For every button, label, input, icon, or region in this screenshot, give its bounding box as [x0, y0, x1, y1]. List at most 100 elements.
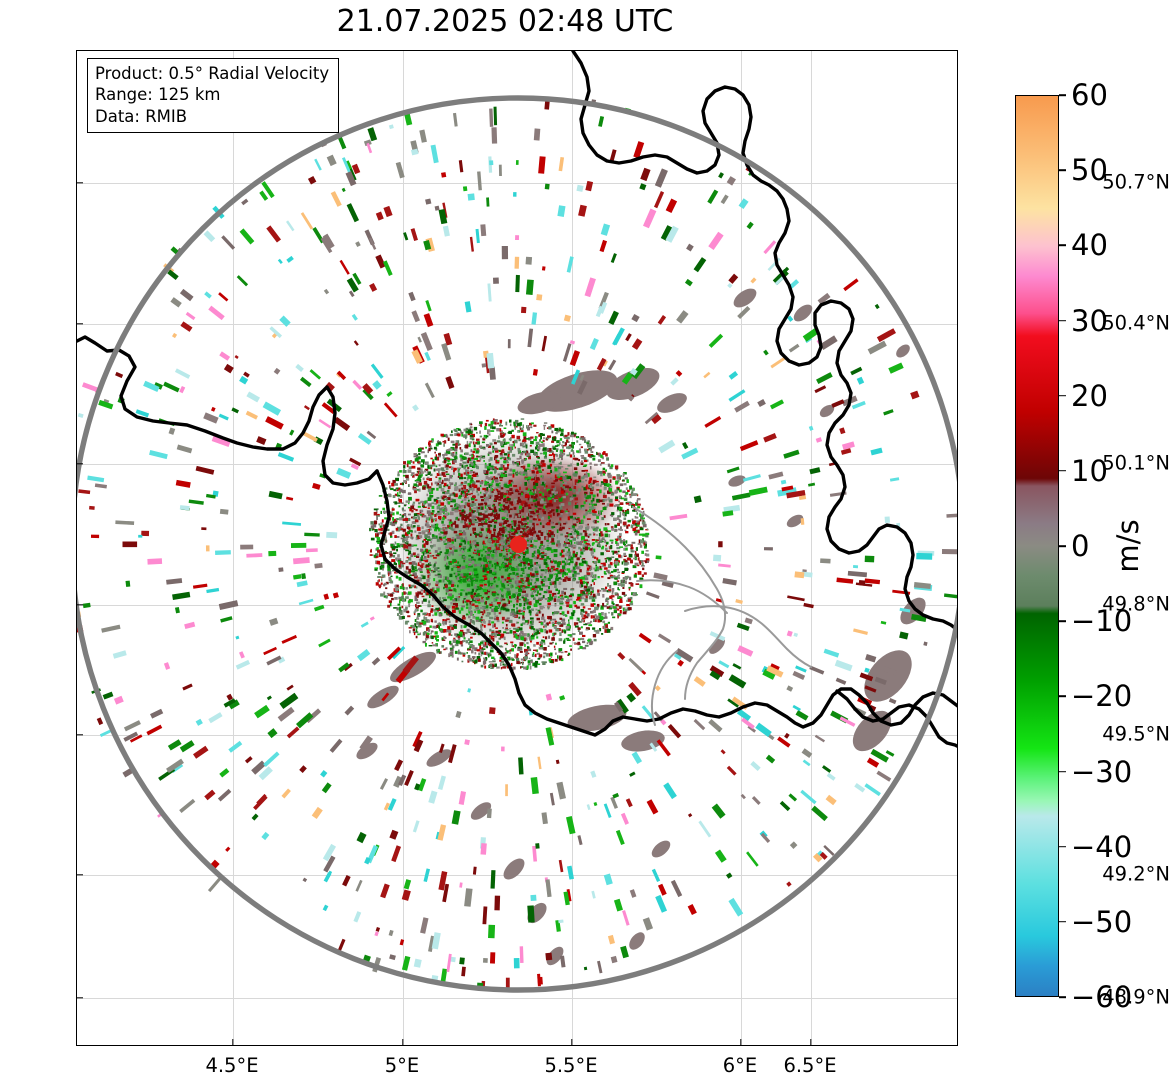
- echo-pixel: [531, 503, 534, 506]
- echo-pixel: [555, 642, 557, 645]
- echo-pixel: [584, 598, 588, 603]
- echo-pixel: [432, 614, 434, 617]
- echo-pixel: [475, 544, 480, 547]
- echo-pixel: [391, 592, 395, 594]
- echo-pixel: [456, 633, 461, 637]
- echo-pixel: [568, 570, 572, 573]
- echo-pixel: [426, 470, 429, 474]
- echo-pixel: [450, 634, 453, 636]
- echo-pixel: [617, 587, 619, 591]
- echo-pixel: [489, 569, 492, 574]
- echo-pixel: [474, 549, 478, 552]
- echo-pixel: [584, 439, 587, 443]
- echo-pixel: [526, 547, 529, 550]
- echo-pixel: [460, 625, 463, 629]
- echo-pixel: [448, 448, 453, 451]
- echo-pixel: [586, 518, 591, 520]
- echo-pixel: [428, 478, 432, 481]
- echo-pixel: [556, 564, 560, 568]
- echo-pixel: [455, 453, 457, 457]
- echo-pixel: [463, 514, 468, 518]
- echo-pixel: [625, 547, 628, 551]
- echo-pixel: [513, 604, 515, 608]
- echo-pixel: [389, 602, 392, 607]
- echo-pixel: [616, 553, 619, 555]
- echo-pixel: [538, 530, 542, 532]
- echo-pixel: [642, 567, 645, 571]
- echo-pixel: [600, 562, 605, 565]
- echo-pixel: [451, 529, 455, 531]
- echo-pixel: [568, 441, 570, 443]
- echo-pixel: [535, 573, 539, 575]
- echo-pixel: [497, 514, 499, 518]
- echo-pixel: [522, 608, 526, 611]
- echo-pixel: [591, 501, 593, 505]
- echo-pixel: [460, 492, 463, 496]
- echo-pixel: [594, 528, 598, 532]
- echo-pixel: [417, 564, 420, 566]
- echo-pixel: [472, 541, 477, 545]
- echo-pixel: [535, 510, 539, 513]
- echo-pixel: [504, 642, 508, 645]
- echo-pixel: [473, 484, 478, 489]
- echo-pixel: [458, 443, 461, 446]
- echo-pixel: [599, 565, 602, 569]
- echo-pixel: [629, 493, 631, 496]
- echo-pixel: [397, 603, 401, 606]
- echo-pixel: [571, 496, 575, 499]
- echo-pixel: [582, 538, 585, 542]
- echo-pixel: [436, 456, 440, 461]
- echo-pixel: [627, 575, 630, 579]
- echo-pixel: [470, 578, 474, 583]
- echo-pixel: [447, 478, 451, 482]
- echo-pixel: [520, 658, 524, 661]
- echo-pixel: [395, 575, 399, 579]
- echo-pixel: [380, 582, 383, 585]
- echo-pixel: [584, 532, 588, 537]
- echo-pixel: [495, 562, 500, 567]
- echo-pixel: [540, 644, 543, 648]
- echo-pixel: [422, 558, 427, 561]
- echo-pixel: [605, 479, 608, 483]
- echo-pixel: [399, 606, 402, 611]
- echo-pixel: [476, 550, 481, 554]
- echo-pixel: [486, 534, 488, 537]
- echo-pixel: [479, 531, 482, 534]
- echo-pixel: [592, 513, 597, 516]
- echo-pixel: [448, 589, 453, 592]
- echo-pixel: [535, 540, 538, 542]
- echo-pixel: [430, 516, 433, 519]
- echo-pixel: [565, 468, 569, 470]
- echo-pixel: [580, 637, 585, 640]
- echo-pixel: [432, 644, 437, 647]
- echo-pixel: [398, 517, 403, 521]
- echo-pixel: [562, 495, 566, 499]
- echo-pixel: [452, 599, 456, 602]
- echo-pixel: [554, 497, 558, 500]
- echo-pixel: [566, 492, 568, 496]
- echo-pixel: [522, 661, 524, 666]
- echo-pixel: [585, 471, 588, 476]
- echo-pixel: [497, 460, 500, 462]
- echo-pixel: [484, 422, 488, 427]
- echo-pixel: [467, 638, 471, 641]
- echo-pixel: [417, 568, 422, 570]
- echo-pixel: [425, 462, 429, 464]
- echo-pixel: [416, 455, 419, 458]
- echo-pixel: [565, 536, 568, 540]
- echo-pixel: [448, 524, 451, 526]
- echo-pixel: [533, 662, 538, 666]
- echo-pixel: [498, 534, 500, 538]
- echo-pixel: [397, 545, 401, 548]
- echo-pixel: [553, 466, 557, 469]
- echo-pixel: [476, 455, 481, 458]
- echo-pixel: [429, 494, 434, 498]
- map-axes[interactable]: Product: 0.5° Radial Velocity Range: 125…: [76, 50, 958, 1046]
- echo-pixel: [421, 555, 424, 559]
- echo-pixel: [433, 535, 437, 538]
- echo-pixel: [462, 615, 465, 618]
- echo-pixel: [527, 605, 531, 608]
- echo-pixel: [576, 596, 581, 600]
- echo-pixel: [526, 526, 529, 530]
- echo-pixel: [526, 425, 528, 429]
